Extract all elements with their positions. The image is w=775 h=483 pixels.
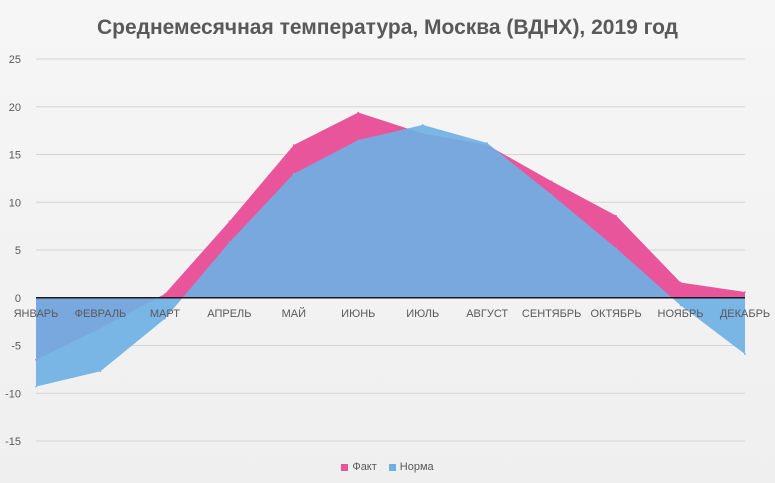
legend-swatch xyxy=(388,463,396,471)
y-tick-label: 5 xyxy=(15,245,21,257)
data-point-series-1 xyxy=(550,180,553,183)
data-point-series-1 xyxy=(293,144,295,146)
data-point-series-2 xyxy=(164,317,166,320)
data-point-series-2 xyxy=(679,304,682,307)
y-tick-label: 25 xyxy=(9,54,21,66)
y-tick-label: 0 xyxy=(15,293,21,305)
x-tick-label: ФЕВРАЛЬ xyxy=(75,308,127,320)
data-point-series-2 xyxy=(99,370,102,373)
legend-item: Норма xyxy=(388,461,434,473)
x-tick-label: МАЙ xyxy=(282,307,306,320)
data-point-series-1 xyxy=(679,281,682,284)
x-tick-label: СЕНТЯБРЬ xyxy=(522,308,581,320)
x-tick-label: АВГУСТ xyxy=(466,308,508,320)
data-point-series-2 xyxy=(293,172,295,175)
chart-legend: Факт Норма xyxy=(0,461,775,473)
data-point-series-2 xyxy=(357,139,360,141)
x-tick-label: МАРТ xyxy=(150,308,180,320)
data-point-series-2 xyxy=(744,353,746,355)
chart-title: Среднемесячная температура, Москва (ВДНХ… xyxy=(96,16,679,39)
legend-label: Норма xyxy=(399,461,434,473)
x-tick-label: НОЯБРЬ xyxy=(658,308,704,320)
y-tick-label: -10 xyxy=(5,388,21,400)
x-tick-label: АПРЕЛЬ xyxy=(207,308,251,320)
data-point-series-1 xyxy=(357,111,360,114)
area-series-2 xyxy=(36,124,745,387)
legend-swatch xyxy=(341,463,349,471)
y-tick-label: -5 xyxy=(11,341,21,353)
data-point-series-2 xyxy=(550,193,553,196)
data-point-series-2 xyxy=(615,247,617,249)
x-tick-label: ЯНВАРЬ xyxy=(14,308,59,320)
data-point-series-2 xyxy=(421,124,424,126)
data-point-series-1 xyxy=(744,291,746,293)
x-tick-label: ИЮНЬ xyxy=(341,308,375,320)
x-tick-label: ИЮЛЬ xyxy=(406,308,439,320)
y-tick-label: 15 xyxy=(9,150,21,162)
legend-label: Факт xyxy=(352,461,377,473)
data-point-series-1 xyxy=(164,293,166,295)
data-point-series-1 xyxy=(615,214,617,217)
x-tick-label: ДЕКАБРЬ xyxy=(720,308,770,320)
data-point-series-2 xyxy=(35,385,37,388)
data-point-series-2 xyxy=(486,142,488,144)
legend-item: Факт xyxy=(341,461,377,473)
y-tick-label: 20 xyxy=(9,102,21,114)
data-point-series-2 xyxy=(228,241,231,244)
x-tick-label: ОКТЯБРЬ xyxy=(591,308,642,320)
y-tick-label: -15 xyxy=(5,436,21,448)
y-tick-label: 10 xyxy=(9,197,21,209)
data-point-series-1 xyxy=(228,220,231,223)
